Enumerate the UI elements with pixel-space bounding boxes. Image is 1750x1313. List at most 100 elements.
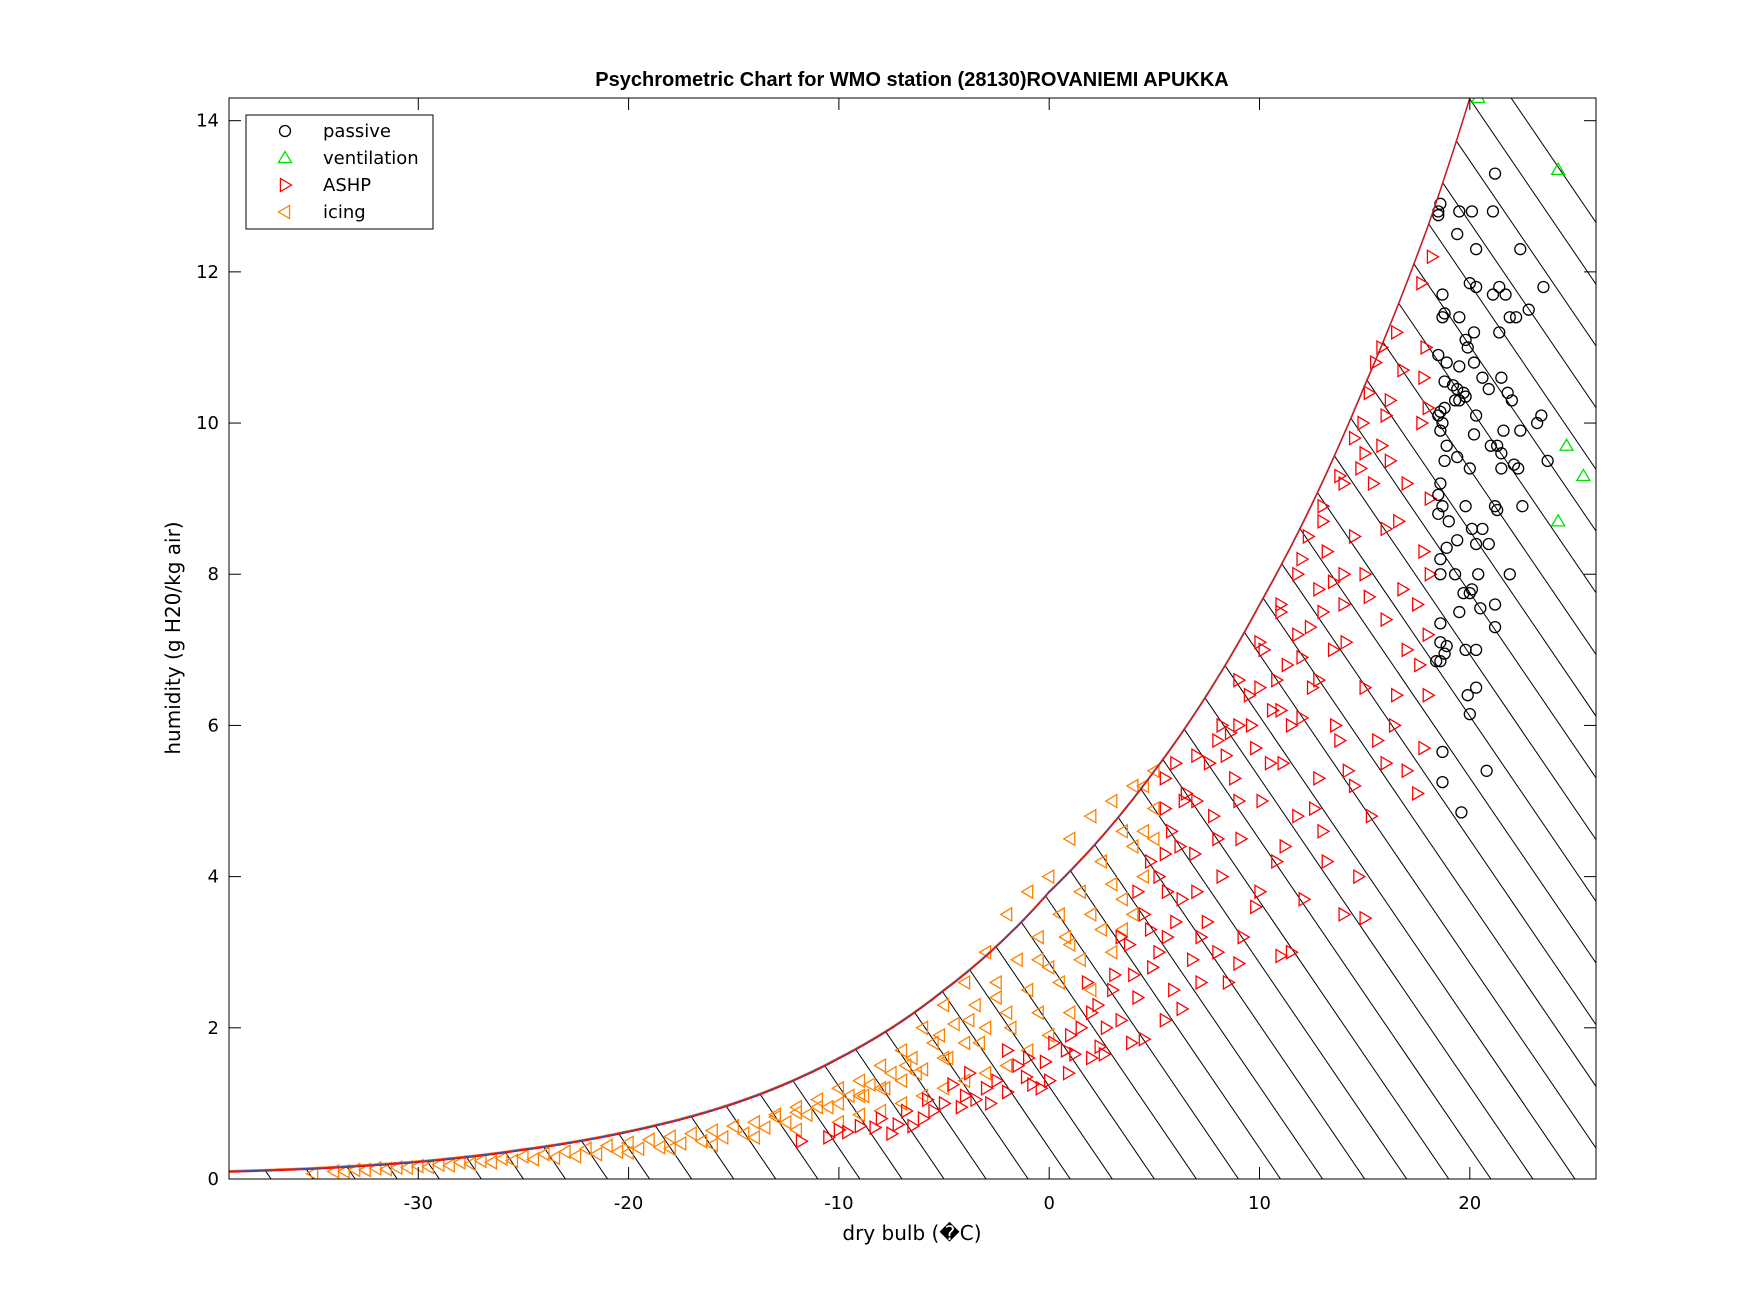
point-icing	[856, 1088, 870, 1104]
point-ashp	[1212, 831, 1226, 847]
point-icing	[452, 1154, 466, 1171]
point-ashp	[1022, 1050, 1036, 1066]
point-icing	[936, 1050, 950, 1066]
plot-area	[229, 98, 1596, 1179]
point-ashp	[1338, 566, 1352, 582]
point-passive	[1451, 382, 1464, 396]
point-ashp	[1275, 948, 1289, 964]
point-icing	[568, 1148, 582, 1164]
point-ashp	[1161, 929, 1175, 945]
point-icing	[1125, 838, 1139, 855]
point-ashp	[1313, 770, 1327, 786]
point-passive	[1535, 409, 1548, 422]
point-icing	[557, 1144, 571, 1160]
point-ashp	[1107, 982, 1121, 998]
point-passive	[1453, 605, 1466, 619]
point-icing	[725, 1118, 739, 1134]
point-ashp	[1348, 778, 1362, 794]
point-icing	[578, 1141, 592, 1157]
comfort-line	[580, 1140, 608, 1179]
point-icing	[988, 989, 1002, 1006]
comfort-line	[1069, 870, 1281, 1179]
point-icing	[1020, 884, 1034, 900]
chart-title: Psychrometric Chart for WMO station (281…	[595, 69, 1228, 91]
point-icing	[1051, 906, 1065, 923]
point-ashp	[1254, 634, 1268, 650]
point-ashp	[1340, 634, 1354, 650]
y-tick-label: 6	[208, 715, 219, 736]
point-icing	[1104, 876, 1118, 892]
point-passive	[1459, 333, 1472, 347]
comfort-line	[1243, 631, 1596, 1150]
point-icing	[1146, 800, 1160, 817]
point-ashp	[1233, 955, 1247, 972]
point-passive	[1457, 586, 1470, 600]
point-ashp	[1092, 997, 1106, 1013]
point-passive	[1432, 409, 1445, 422]
point-icing	[799, 1107, 813, 1123]
point-icing	[484, 1154, 498, 1171]
point-passive	[1469, 409, 1483, 422]
point-ashp	[1001, 1084, 1015, 1100]
point-ashp	[1308, 800, 1322, 817]
point-passive	[1474, 602, 1487, 615]
point-icing	[1093, 853, 1107, 870]
point-ashp	[1159, 1012, 1173, 1028]
point-ashp	[1281, 657, 1295, 673]
comfort-line	[542, 1146, 566, 1179]
point-passive	[1463, 707, 1476, 721]
point-ashp	[1044, 1073, 1057, 1089]
point-passive	[1451, 227, 1464, 241]
point-passive	[1469, 280, 1483, 294]
x-tick-label: -30	[404, 1193, 433, 1214]
point-ashp	[1178, 793, 1192, 809]
point-ashp	[1306, 679, 1320, 696]
point-icing	[1083, 982, 1097, 998]
point-icing	[1062, 937, 1076, 953]
point-passive	[1440, 639, 1453, 653]
point-ashp	[1203, 755, 1217, 771]
comfort-line	[995, 945, 1155, 1179]
point-ashp	[1416, 415, 1430, 431]
point-ashp	[1418, 370, 1432, 386]
point-icing	[1030, 1005, 1044, 1021]
comfort-line	[1468, 98, 1596, 286]
point-ashp	[1128, 967, 1142, 983]
point-ashp	[1277, 755, 1291, 771]
point-ashp	[1422, 627, 1436, 643]
point-ashp	[1258, 642, 1272, 658]
point-ashp	[1321, 853, 1335, 870]
point-ashp	[1233, 793, 1247, 809]
point-icing	[1009, 952, 1023, 968]
point-ashp	[1380, 755, 1394, 771]
comfort-line	[1204, 697, 1534, 1179]
point-icing	[789, 1099, 803, 1115]
point-passive	[1440, 356, 1453, 369]
point-ashp	[1334, 468, 1348, 484]
point-ashp	[1086, 1005, 1100, 1021]
point-icing	[988, 974, 1002, 991]
point-ashp	[1216, 717, 1230, 734]
point-passive	[1453, 311, 1466, 324]
y-tick-label: 2	[208, 1018, 219, 1039]
point-icing	[1125, 906, 1139, 923]
point-ashp	[1195, 929, 1209, 945]
point-ashp	[922, 1091, 936, 1108]
point-passive	[1436, 775, 1449, 789]
point-ashp	[1391, 687, 1404, 703]
point-ashp	[991, 1073, 1005, 1089]
point-ashp	[1416, 275, 1430, 291]
point-passive	[1469, 643, 1483, 656]
legend-marker-icing	[277, 204, 291, 220]
point-ventilation	[1575, 468, 1592, 482]
point-passive	[1455, 806, 1468, 819]
point-passive	[1516, 500, 1529, 513]
point-ashp	[1359, 445, 1373, 461]
point-ashp	[970, 1091, 984, 1108]
point-ashp	[1147, 959, 1161, 975]
point-ashp	[1401, 642, 1415, 658]
legend-box	[245, 114, 434, 230]
point-icing	[778, 1114, 792, 1130]
point-icing	[852, 1073, 866, 1089]
point-ashp	[1229, 770, 1243, 786]
